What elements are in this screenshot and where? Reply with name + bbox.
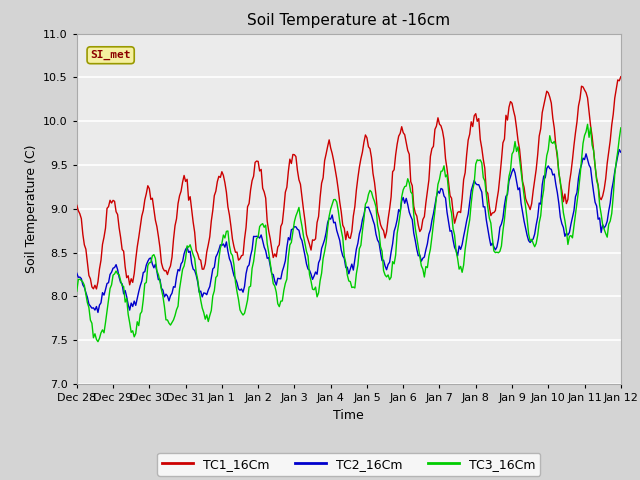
Legend: TC1_16Cm, TC2_16Cm, TC3_16Cm: TC1_16Cm, TC2_16Cm, TC3_16Cm (157, 453, 540, 476)
Text: SI_met: SI_met (90, 50, 131, 60)
X-axis label: Time: Time (333, 408, 364, 421)
Y-axis label: Soil Temperature (C): Soil Temperature (C) (24, 144, 38, 273)
Title: Soil Temperature at -16cm: Soil Temperature at -16cm (247, 13, 451, 28)
